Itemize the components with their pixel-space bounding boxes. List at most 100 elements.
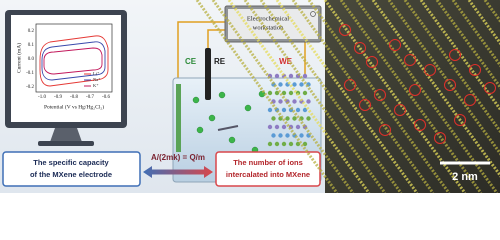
scale-bar-label: 2 nm xyxy=(452,171,478,183)
atom xyxy=(295,124,301,130)
atom xyxy=(278,133,283,138)
lattice-fringe xyxy=(243,0,387,193)
y-axis-label: Current (mA) xyxy=(15,43,22,73)
y-tick-label: -0.2 xyxy=(26,85,34,90)
monitor-base xyxy=(38,141,94,146)
ion-marker xyxy=(454,114,466,126)
lattice-fringe xyxy=(259,0,403,193)
ion-marker xyxy=(366,56,378,68)
atom xyxy=(306,99,311,104)
lattice-fringe xyxy=(371,0,500,178)
x-tick-label: -0.9 xyxy=(54,95,62,100)
capacity-box xyxy=(2,151,141,187)
lattice-fringe xyxy=(403,0,500,134)
atom xyxy=(302,73,308,79)
ion-marker xyxy=(414,119,426,131)
atom xyxy=(292,99,297,104)
cv-curve-k xyxy=(43,47,103,75)
atom xyxy=(274,141,280,147)
ion-marker xyxy=(409,84,421,96)
y-tick-label: -0.1 xyxy=(26,71,34,76)
lattice-fringe xyxy=(291,0,435,193)
ion-number-box xyxy=(215,151,321,187)
atom xyxy=(288,141,294,147)
ion-marker xyxy=(404,54,416,66)
lattice-fringe xyxy=(467,0,500,46)
atom xyxy=(299,82,304,87)
workstation-label: Electrochemical xyxy=(247,15,289,22)
atom xyxy=(302,107,308,113)
atom xyxy=(285,116,290,121)
wire xyxy=(177,21,225,85)
lattice-fringe xyxy=(307,0,451,193)
power-icon xyxy=(310,11,316,17)
ion-marker xyxy=(424,64,436,76)
atom xyxy=(274,73,280,79)
lattice-fringe xyxy=(387,0,500,156)
x-tick-label: -1.0 xyxy=(38,95,46,100)
counter-electrode-label: CE xyxy=(185,57,197,66)
atom xyxy=(281,107,287,113)
atom xyxy=(302,90,308,96)
lattice-fringe xyxy=(435,0,500,90)
lattice-fringe xyxy=(275,0,419,193)
atom xyxy=(271,116,276,121)
atom xyxy=(271,133,276,138)
legend-label: Na⁺ xyxy=(93,77,101,82)
atom xyxy=(295,107,301,113)
lattice-fringe xyxy=(211,0,355,193)
formula: A/(2mk) = Q/m xyxy=(151,153,205,162)
atom xyxy=(292,116,297,121)
lattice-fringe xyxy=(355,0,499,193)
lattice-fringe xyxy=(419,0,500,112)
atom xyxy=(267,141,273,147)
atom xyxy=(267,124,273,130)
double-arrow xyxy=(143,166,213,178)
lattice-fringe xyxy=(323,0,467,193)
atom xyxy=(292,82,297,87)
atom xyxy=(288,90,294,96)
y-tick-label: 0.2 xyxy=(28,29,35,34)
x-tick-label: -0.6 xyxy=(102,95,110,100)
ion-marker xyxy=(374,89,386,101)
atom xyxy=(288,73,294,79)
x-tick-label: -0.8 xyxy=(70,95,78,100)
ion-marker xyxy=(469,64,481,76)
working-electrode-label: WE xyxy=(279,57,293,66)
graphical-abstract: 0.2 0.1 0.0 -0.1 -0.2 -1.0 -0.9 -0.8 -0.… xyxy=(0,0,500,193)
cv-curve-na xyxy=(41,41,106,81)
ion-marker xyxy=(379,124,391,136)
atom xyxy=(285,133,290,138)
ion-number-text: The number of ions xyxy=(233,158,303,167)
ion-marker xyxy=(444,79,456,91)
lattice-fringe xyxy=(195,0,339,193)
monitor-screen xyxy=(11,15,121,122)
workstation-label: workstation xyxy=(253,24,284,31)
atom xyxy=(281,141,287,147)
x-tick-label: -0.7 xyxy=(86,95,94,100)
monitor: 0.2 0.1 0.0 -0.1 -0.2 -1.0 -0.9 -0.8 -0.… xyxy=(5,10,127,146)
ion-marker xyxy=(464,94,476,106)
counter-electrode xyxy=(176,84,181,152)
ion-marker xyxy=(449,49,461,61)
atom xyxy=(267,107,273,113)
capacity-text: of the MXene electrode xyxy=(30,170,112,179)
legend-label: K⁺ xyxy=(93,83,99,88)
atom xyxy=(306,116,311,121)
ion-number-text: intercalated into MXene xyxy=(226,170,310,179)
mxene-layers xyxy=(267,73,311,147)
lattice-fringe xyxy=(451,0,500,68)
ion-marker xyxy=(434,132,446,144)
ion-marker xyxy=(484,82,496,94)
atom xyxy=(281,124,287,130)
atom xyxy=(278,82,283,87)
lattice-fringe xyxy=(227,0,371,193)
lattice-fringe xyxy=(339,0,483,193)
lattice xyxy=(195,0,500,193)
y-tick-label: 0.1 xyxy=(28,43,35,48)
reference-electrode-label: RE xyxy=(214,57,226,66)
ion-marker xyxy=(359,99,371,111)
ion-marker xyxy=(389,39,401,51)
legend-label: Li⁺ xyxy=(93,71,100,76)
cv-curve-li xyxy=(39,35,109,87)
